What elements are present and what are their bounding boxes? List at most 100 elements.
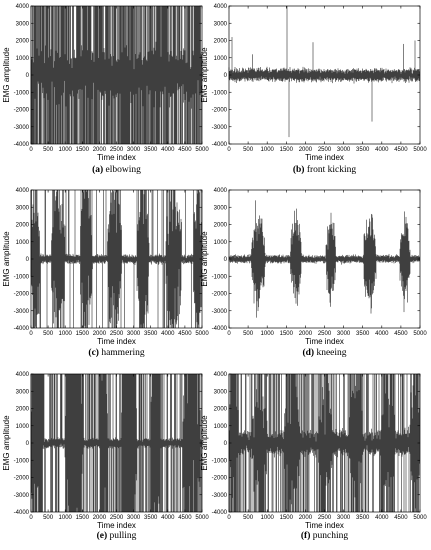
y-tick-label: 4000 [16,372,30,378]
x-tick-label: 1000 [59,147,73,153]
x-tick-label: 0 [29,147,33,153]
y-tick-label: 3000 [16,21,30,27]
y-tick-label: 1000 [214,240,228,246]
x-tick-label: 1500 [76,147,90,153]
x-tick-label: 1500 [280,331,294,337]
x-tick-label: 2500 [318,147,332,153]
y-tick-label: -2000 [212,476,228,482]
y-tick-label: -1000 [14,90,30,96]
x-tick-label: 3000 [337,515,351,521]
y-tick-label: 0 [26,257,30,263]
y-tick-label: -1000 [212,90,228,96]
x-tick-label: 4500 [178,515,192,521]
x-tick-label: 3000 [127,515,141,521]
caption-letter: (c) [88,347,99,358]
x-tick-label: 4500 [394,515,408,521]
x-tick-label: 2000 [93,331,107,337]
y-tick-label: 4000 [214,372,228,378]
y-axis-label: EMG amplitude [2,231,11,287]
y-tick-label: 1000 [16,56,30,62]
x-axis-label: Time index [305,337,344,346]
x-tick-label: 4500 [394,331,408,337]
x-tick-label: 500 [243,515,254,521]
emg-subplot-3: 0 500 1000 1500 2000 2500 3000 3500 4000 4500 5000… [2,188,209,358]
y-tick-label: -3000 [14,125,30,131]
y-axis-label: EMG amplitude [200,415,209,471]
x-tick-label: 1500 [280,515,294,521]
y-tick-label: -1000 [212,458,228,464]
caption-letter: (b) [293,164,305,175]
y-axis-label: EMG amplitude [2,415,11,471]
emg-subplot-4: 0 500 1000 1500 2000 2500 3000 3500 4000 4500 5000… [200,188,427,358]
subplot-caption: (c) hammering [88,347,144,358]
y-tick-label: -4000 [212,142,228,148]
y-tick-label: -2000 [14,476,30,482]
y-tick-label: -4000 [212,326,228,332]
y-tick-label: -4000 [212,510,228,516]
x-tick-label: 0 [227,331,231,337]
x-tick-label: 3000 [337,147,351,153]
subplot-caption: (b) front kicking [293,164,357,175]
x-tick-label: 3500 [144,515,158,521]
y-tick-label: 4000 [16,188,30,194]
y-tick-label: 2000 [16,39,30,45]
x-tick-label: 3500 [356,331,370,337]
x-tick-label: 2500 [318,515,332,521]
x-tick-label: 1000 [59,331,73,337]
y-tick-label: -1000 [14,458,30,464]
y-tick-label: 4000 [214,4,228,10]
y-tick-label: 2000 [214,39,228,45]
y-tick-label: 3000 [214,205,228,211]
y-tick-label: 1000 [16,240,30,246]
x-tick-label: 500 [243,331,254,337]
x-tick-label: 500 [243,147,254,153]
emg-subplot-5: 0 500 1000 1500 2000 2500 3000 3500 4000 4500 5000… [2,372,209,541]
subplot-caption: (f) punching [301,530,348,541]
x-tick-label: 2500 [318,331,332,337]
y-tick-label: 0 [224,73,228,79]
emg-signal-line [228,374,420,512]
x-tick-label: 1000 [261,147,275,153]
x-tick-label: 2000 [93,515,107,521]
x-tick-label: 5000 [413,515,427,521]
y-tick-label: 4000 [16,4,30,10]
x-tick-label: 4000 [161,515,175,521]
y-tick-label: -2000 [14,108,30,114]
y-axis-label: EMG amplitude [200,47,209,103]
y-axis-label: EMG amplitude [200,231,209,287]
x-tick-label: 2000 [299,515,313,521]
y-tick-label: 4000 [214,188,228,194]
y-tick-label: 2000 [16,407,30,413]
y-tick-label: 0 [224,257,228,263]
x-tick-label: 3500 [356,147,370,153]
x-tick-label: 3000 [127,331,141,337]
caption-text: hammering [99,348,145,358]
y-tick-label: -3000 [212,309,228,315]
caption-text: elbowing [103,165,141,175]
x-tick-label: 2000 [93,147,107,153]
y-tick-label: -2000 [212,292,228,298]
y-tick-label: 3000 [214,21,228,27]
emg-signal-line [228,200,420,318]
emg-signal-line [30,374,202,512]
subplot-caption: (e) pulling [97,530,137,541]
y-tick-label: 3000 [16,205,30,211]
x-axis-label: Time index [97,153,136,162]
y-tick-label: -3000 [212,125,228,131]
x-tick-label: 2000 [299,331,313,337]
y-tick-label: 2000 [16,223,30,229]
x-tick-label: 1000 [59,515,73,521]
x-tick-label: 5000 [195,331,209,337]
x-tick-label: 0 [227,147,231,153]
x-tick-label: 500 [43,515,54,521]
emg-subplot-1: 0 500 1000 1500 2000 2500 3000 3500 4000 4500 5000… [2,4,209,175]
x-tick-label: 1000 [261,515,275,521]
y-tick-label: 3000 [214,389,228,395]
x-tick-label: 2500 [110,147,124,153]
x-tick-label: 4000 [161,147,175,153]
y-tick-label: 0 [26,73,30,79]
caption-text: pulling [107,531,137,541]
x-tick-label: 4000 [375,147,389,153]
x-tick-label: 3500 [144,147,158,153]
x-tick-label: 4500 [394,147,408,153]
